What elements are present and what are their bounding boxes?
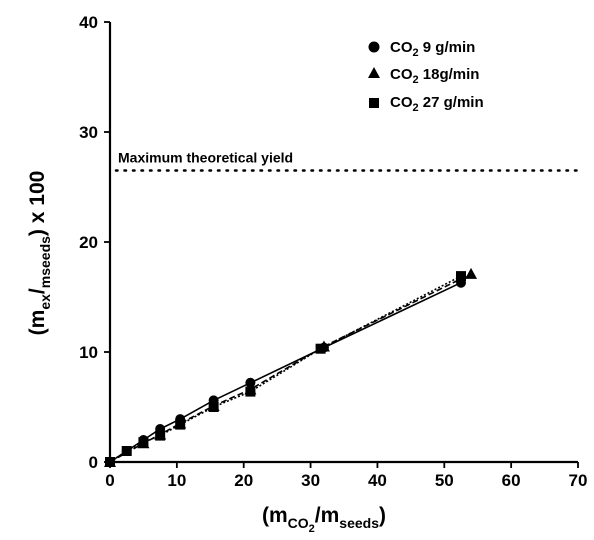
data-point-square: [105, 457, 115, 467]
x-tick-label: 30: [301, 471, 320, 490]
x-tick-label: 10: [167, 471, 186, 490]
legend-label-1: CO2 18g/min: [390, 66, 479, 86]
x-tick-label: 0: [105, 471, 114, 490]
legend: CO2 9 g/min CO2 18g/min CO2 27 g/min: [368, 39, 484, 114]
data-point-circle: [245, 377, 256, 388]
reference-line-group: Maximum theoretical yield: [114, 150, 580, 172]
plot-area: [108, 22, 578, 464]
data-point-triangle: [465, 267, 478, 279]
legend-entry-1: CO2 18g/min: [368, 66, 479, 86]
legend-circle-marker: [368, 41, 380, 53]
x-axis-title: (mCO2/mseeds): [262, 504, 386, 535]
y-axis-title: (mex/mseeds) x 100: [26, 171, 53, 336]
data-point-square: [121, 446, 132, 456]
series-line-2: [109, 275, 462, 463]
axis-ticks: 0 10 20 30 40 50 60 70 0 10 20 30 40: [79, 13, 587, 490]
x-tick-label: 60: [502, 471, 521, 490]
x-tick-label: 20: [234, 471, 253, 490]
data-point-square: [155, 430, 166, 441]
data-point-square: [245, 386, 256, 397]
legend-label-0: CO2 9 g/min: [390, 39, 475, 59]
legend-entry-0: CO2 9 g/min: [368, 39, 475, 59]
legend-entry-2: CO2 27 g/min: [369, 94, 484, 114]
legend-label-2: CO2 27 g/min: [390, 94, 484, 114]
series-markers: [104, 267, 478, 467]
x-tick-label: 70: [569, 471, 588, 490]
y-tick-label: 30: [79, 123, 98, 142]
y-tick-label: 20: [79, 233, 98, 252]
data-point-square: [456, 271, 466, 282]
x-tick-label: 40: [368, 471, 387, 490]
legend-triangle-marker: [368, 67, 380, 78]
data-point-square: [175, 419, 186, 430]
legend-square-marker: [369, 98, 379, 108]
data-point-square: [315, 343, 326, 354]
y-tick-label: 0: [89, 453, 98, 472]
data-point-square: [138, 437, 149, 448]
x-tick-label: 50: [435, 471, 454, 490]
y-tick-label: 10: [79, 343, 98, 362]
y-tick-label: 40: [79, 13, 98, 32]
max-yield-label: Maximum theoretical yield: [118, 150, 293, 166]
data-point-square: [208, 402, 219, 412]
